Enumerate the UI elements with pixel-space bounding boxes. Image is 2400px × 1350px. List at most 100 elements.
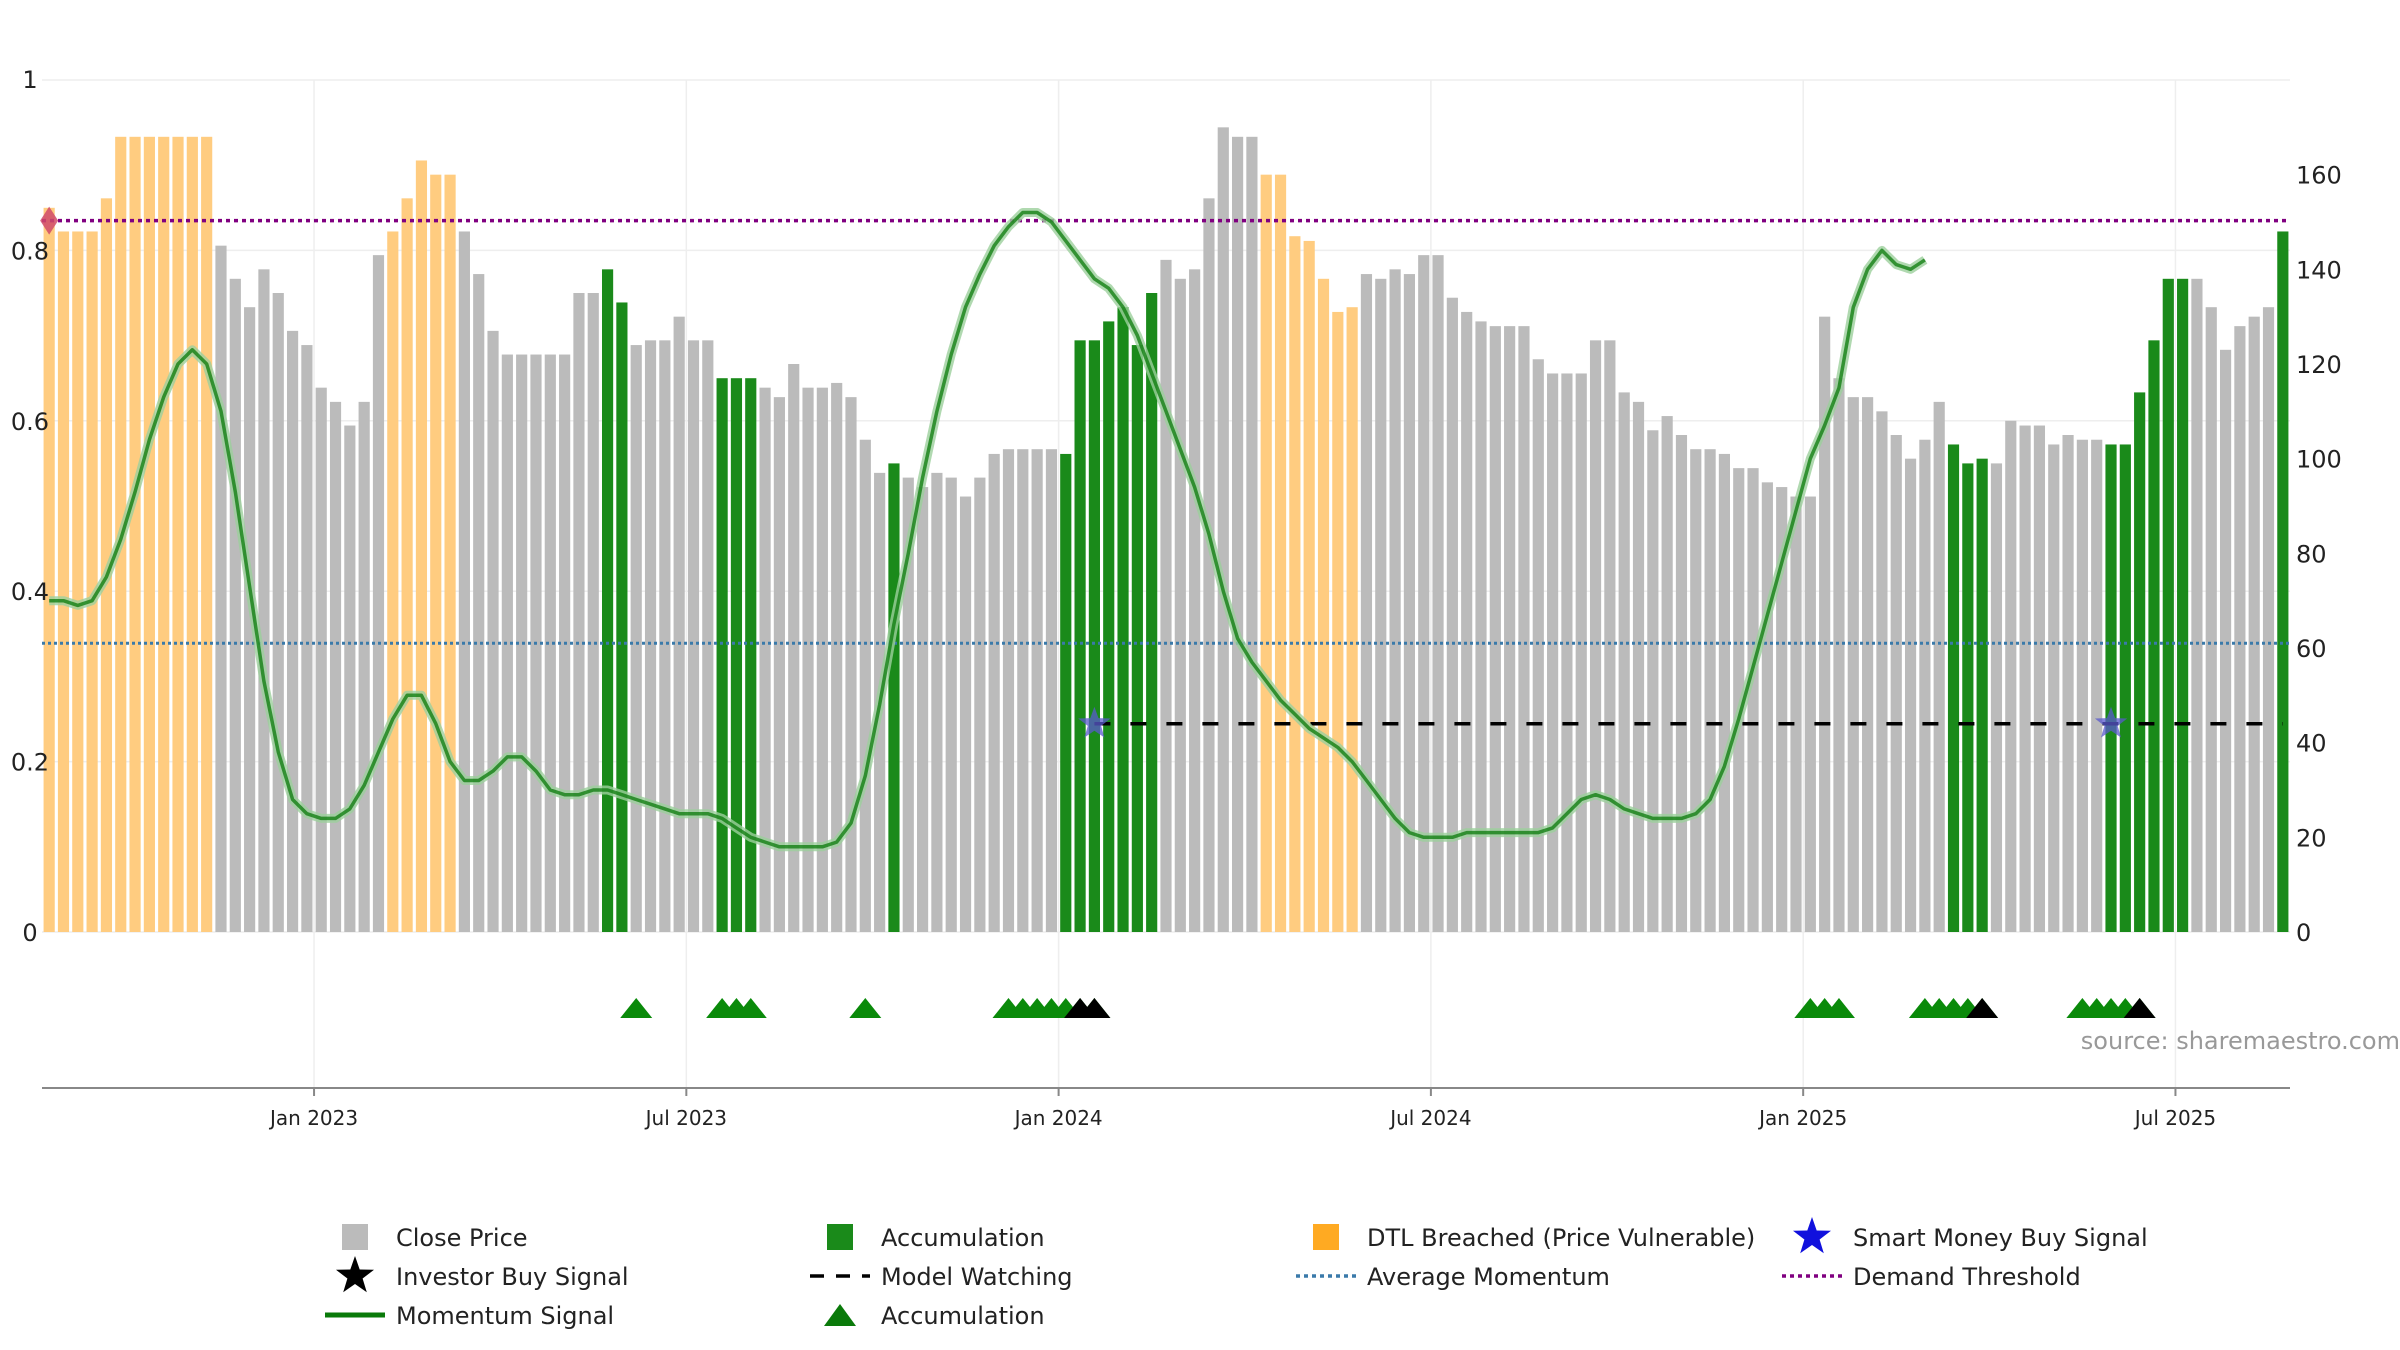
legend-item: Close Price [342, 1224, 528, 1252]
close-price-bar [1675, 435, 1688, 932]
legend: Close Price Accumulation DTL Breached (Pri… [325, 1217, 2148, 1330]
close-price-bar [1217, 127, 1229, 933]
close-price-bar [1604, 340, 1616, 932]
close-price-bar [1661, 416, 1673, 933]
close-price-bar [1761, 482, 1773, 932]
close-price-bar [1418, 255, 1430, 933]
close-price-bar [959, 496, 972, 932]
right-axis-tick: 40 [2296, 730, 2327, 758]
right-axis-tick: 120 [2296, 351, 2342, 379]
dtl-breached-bar [1346, 307, 1358, 932]
dtl-breached-bar [387, 231, 399, 932]
right-axis-tick: 60 [2296, 635, 2327, 663]
axes: 0 0.2 0.4 0.6 0.8 1 0 20 40 60 80 100 120 140 160 Jan 2… [11, 66, 2342, 1130]
close-price-bar [1690, 449, 1702, 932]
signal-markers [40, 206, 2128, 738]
accumulation-bar [2134, 392, 2146, 932]
close-price-bar [1203, 198, 1215, 933]
close-price-bar [516, 354, 528, 932]
signal-triangles [620, 998, 2156, 1018]
accumulation-bar [716, 378, 728, 932]
close-price-bar [1375, 278, 1387, 932]
accumulation-bar [2105, 444, 2117, 932]
close-price-bar [1561, 373, 1573, 932]
close-price-bar [272, 293, 284, 932]
close-price-bar [1160, 259, 1172, 932]
close-price-bar [1618, 392, 1630, 932]
close-price-bar [816, 387, 828, 933]
accumulation-bar [1976, 458, 1988, 932]
close-price-bar [573, 293, 585, 932]
x-axis-tick: Jan 2025 [1757, 1106, 1847, 1130]
close-price-bar [644, 340, 657, 932]
legend-item: Model Watching [810, 1263, 1073, 1291]
close-price-bar [2248, 316, 2260, 933]
accumulation-triangle [734, 998, 767, 1018]
legend-square-icon [342, 1224, 368, 1250]
close-price-bar [1790, 496, 1802, 932]
close-price-bar [1461, 311, 1473, 932]
legend-label: Accumulation [881, 1224, 1045, 1252]
dtl-breached-bar [129, 136, 141, 933]
close-price-bar [945, 477, 957, 932]
close-price-bar [802, 387, 814, 933]
close-price-bar [917, 487, 929, 932]
accumulation-bar [1103, 321, 1115, 932]
accumulation-bar [1074, 340, 1086, 932]
price-bars [43, 127, 2289, 933]
dtl-breached-bar [1289, 236, 1301, 932]
close-price-bar [286, 330, 299, 932]
dtl-breached-bar [444, 174, 456, 932]
close-price-bar [2191, 278, 2203, 932]
accumulation-bar [1117, 307, 1129, 932]
smart-money-buy-star [2094, 706, 2128, 738]
legend-label: DTL Breached (Price Vulnerable) [1367, 1224, 1755, 1252]
close-price-bar [1876, 411, 1888, 932]
right-axis-tick: 160 [2296, 162, 2342, 190]
legend-label: Average Momentum [1367, 1263, 1610, 1291]
dtl-breached-bar [57, 231, 70, 932]
close-price-bar [1017, 449, 1029, 932]
signal-lines [42, 208, 2290, 852]
dtl-breached-bar [430, 174, 442, 932]
accumulation-bar [2162, 278, 2174, 932]
close-price-bar [1504, 326, 1516, 933]
close-price-bar [1246, 136, 1258, 933]
close-price-bar [501, 354, 513, 932]
close-price-bar [2062, 435, 2074, 932]
close-price-bar [1589, 340, 1602, 932]
dtl-breached-bar [1317, 278, 1330, 932]
legend-item: Accumulation [827, 1224, 1045, 1252]
close-price-bar [2048, 444, 2060, 932]
close-price-bar [1489, 326, 1501, 933]
close-price-bar [1002, 449, 1015, 932]
accumulation-triangle [620, 998, 653, 1018]
close-price-bar [788, 364, 800, 932]
accumulation-bar [888, 463, 900, 932]
legend-label: Smart Money Buy Signal [1853, 1224, 2148, 1252]
close-price-bar [759, 387, 771, 933]
close-price-bar [1847, 397, 1859, 933]
accumulation-bar [2148, 340, 2160, 932]
accumulation-bar [616, 302, 628, 932]
right-axis-tick: 20 [2296, 824, 2327, 852]
legend-triangle-icon [824, 1304, 856, 1326]
close-price-bar [301, 345, 313, 933]
close-price-bar [702, 340, 714, 932]
close-price-bar [1446, 297, 1458, 932]
close-price-bar [1990, 463, 2003, 932]
close-price-bar [2019, 425, 2031, 932]
close-price-bar [1647, 430, 1659, 932]
legend-label: Demand Threshold [1853, 1263, 2081, 1291]
investor-buy-triangle [2123, 998, 2156, 1018]
close-price-bar [2205, 307, 2217, 932]
x-axis-tick: Jul 2025 [2133, 1106, 2216, 1130]
legend-item: Average Momentum [1296, 1263, 1610, 1291]
dtl-breached-bar [172, 136, 184, 933]
x-axis-tick: Jul 2023 [644, 1106, 727, 1130]
accumulation-bar [1088, 340, 1100, 932]
dtl-breached-bar [186, 136, 198, 933]
accumulation-bar [2277, 231, 2289, 932]
accumulation-bar [1060, 453, 1072, 932]
close-price-bar [1189, 269, 1201, 932]
